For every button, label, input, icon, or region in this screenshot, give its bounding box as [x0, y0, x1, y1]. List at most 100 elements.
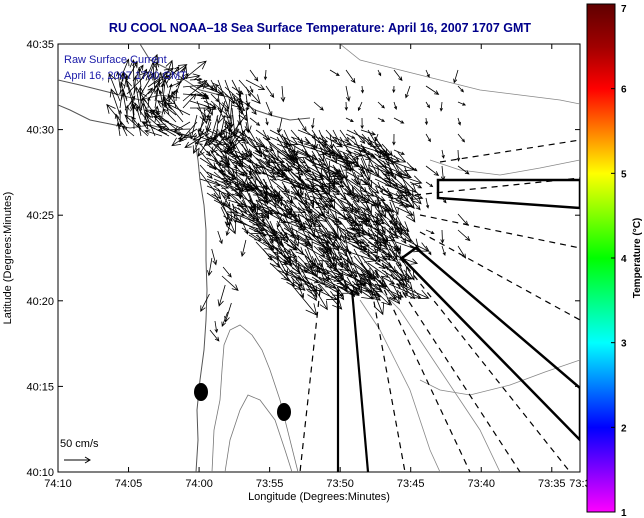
current-vector	[325, 185, 340, 196]
current-vector	[223, 194, 230, 206]
current-vector	[388, 164, 397, 181]
current-vector	[357, 101, 363, 112]
y-axis-label: Latitude (Degrees:Minutes)	[2, 192, 14, 325]
current-vector	[199, 178, 221, 187]
current-vector	[116, 70, 121, 88]
current-vector	[374, 269, 401, 305]
current-vector	[216, 100, 226, 125]
current-vector	[374, 133, 379, 142]
current-vector	[245, 100, 257, 116]
current-vector	[240, 239, 247, 258]
current-vector	[281, 133, 288, 146]
current-vector	[345, 245, 352, 255]
current-vector	[227, 213, 265, 235]
current-vector	[313, 197, 320, 207]
current-vector	[395, 269, 413, 291]
current-vector	[409, 197, 421, 211]
current-vector	[346, 234, 366, 244]
current-vector	[345, 213, 352, 219]
current-vector	[147, 96, 151, 109]
current-vector	[189, 77, 203, 82]
x-axis-label: Longitude (Degrees:Minutes)	[248, 491, 390, 503]
current-vector	[425, 101, 430, 109]
current-vector	[255, 199, 281, 215]
current-vector	[234, 171, 255, 180]
current-vector	[229, 114, 234, 128]
lane-line	[399, 257, 571, 472]
current-vector	[393, 69, 403, 82]
current-vector	[171, 128, 198, 147]
current-vector	[283, 192, 299, 200]
current-vector	[280, 85, 286, 103]
current-vector	[241, 150, 252, 164]
current-vector	[265, 85, 275, 99]
current-vector	[361, 149, 377, 159]
current-vector	[249, 197, 255, 214]
current-vector	[192, 128, 205, 154]
surface-current-vectors	[106, 53, 471, 342]
current-vector	[238, 79, 261, 105]
current-vector	[313, 213, 321, 219]
current-vector	[240, 176, 248, 194]
current-vector	[283, 129, 296, 154]
current-vector	[297, 181, 304, 196]
current-vector	[388, 234, 399, 252]
current-vector	[345, 229, 357, 238]
current-vector	[360, 129, 376, 136]
current-vector	[122, 71, 135, 102]
current-vector	[196, 107, 212, 122]
current-vector	[304, 199, 313, 215]
channel-line	[350, 289, 370, 472]
current-vector	[132, 75, 138, 95]
current-vector	[313, 245, 326, 258]
current-vector	[297, 234, 311, 244]
y-tick-label: 40:30	[26, 125, 54, 137]
current-vector	[290, 276, 306, 291]
scale-arrow	[64, 456, 91, 464]
current-vector	[361, 133, 372, 146]
current-vector	[361, 165, 366, 175]
current-vector	[388, 171, 423, 185]
current-vector	[346, 276, 358, 295]
current-vector	[395, 283, 430, 300]
current-vector	[297, 213, 322, 227]
current-vector	[283, 199, 293, 214]
colorbar-tick-label: 3	[621, 339, 627, 350]
depth-contour-4	[379, 289, 501, 472]
current-vector	[318, 143, 331, 170]
current-vector	[249, 117, 261, 126]
current-vector	[108, 72, 121, 102]
x-tick-label: 74:05	[115, 478, 143, 490]
x-tick-label: 73:55	[256, 478, 284, 490]
current-vector	[318, 178, 336, 210]
current-vector	[165, 103, 191, 116]
current-vector	[392, 85, 396, 94]
current-vector	[214, 320, 219, 334]
current-vector	[374, 220, 399, 239]
current-vector	[241, 206, 260, 221]
current-vector	[439, 101, 443, 112]
y-tick-label: 40:20	[26, 296, 54, 308]
current-vector	[360, 262, 376, 280]
current-vector	[269, 171, 289, 181]
current-vector	[269, 234, 285, 247]
current-vector	[265, 197, 269, 205]
current-vector	[248, 157, 266, 175]
current-vector	[203, 107, 209, 125]
current-vector	[360, 85, 365, 94]
current-vector	[360, 199, 377, 207]
current-vector	[241, 220, 249, 235]
current-vector	[276, 213, 283, 229]
current-vector	[353, 206, 368, 227]
current-vector	[206, 129, 230, 140]
current-vector	[255, 129, 271, 141]
x-tick-label: 73:50	[326, 478, 354, 490]
current-vector	[290, 150, 307, 164]
current-vector	[281, 229, 288, 236]
current-vector	[203, 128, 226, 147]
current-vector	[375, 213, 379, 225]
depth-contour-1	[211, 324, 299, 472]
current-vector	[361, 245, 368, 251]
current-vector	[262, 213, 267, 223]
current-vector	[325, 178, 345, 188]
